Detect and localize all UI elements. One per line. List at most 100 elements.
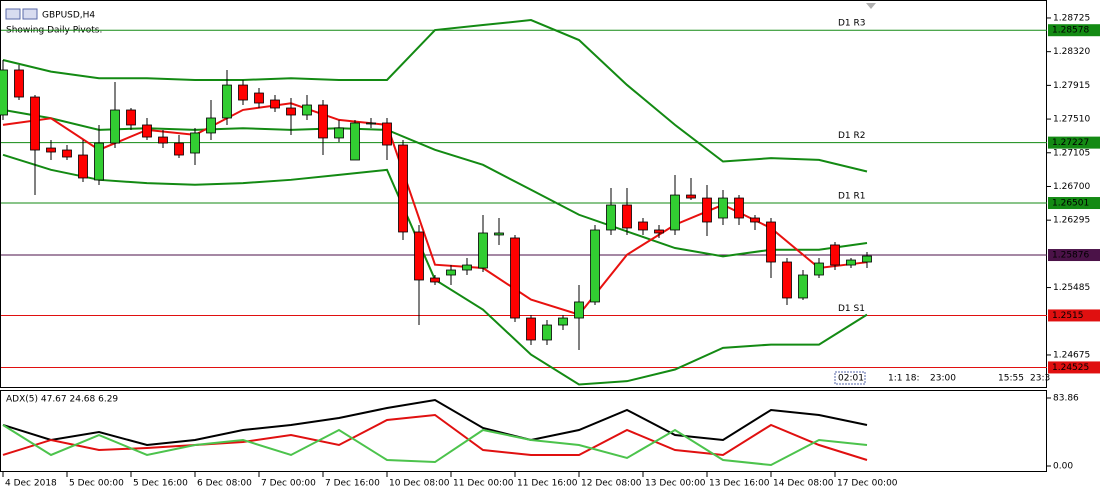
x-tick-label: 11 Dec 00:00 — [453, 479, 514, 489]
y-tick-label: 1.27915 — [1053, 81, 1090, 91]
y-tick-label: 1.24675 — [1053, 350, 1090, 360]
candle-body — [0, 69, 8, 116]
candle-body — [654, 229, 664, 234]
candle-body — [638, 221, 648, 231]
x-tick-label: 14 Dec 08:00 — [773, 479, 834, 489]
icon — [5, 8, 21, 20]
candle-body — [126, 109, 136, 126]
x-tick-label: 13 Dec 00:00 — [645, 479, 706, 489]
x-tick-label: 7 Dec 16:00 — [325, 479, 380, 489]
price-box-label: 1.24525 — [1052, 363, 1089, 373]
time-box — [834, 371, 866, 385]
candle-body — [350, 122, 360, 161]
indicator-line — [2, 413, 868, 461]
candle-body — [30, 96, 40, 151]
candle-body — [158, 136, 168, 144]
time-label: 02:01 — [838, 374, 864, 384]
candle-body — [222, 84, 232, 119]
candle-body — [766, 221, 776, 263]
indicator-panel-frame — [0, 390, 1047, 472]
candle-body — [798, 274, 808, 299]
candle-body — [334, 127, 344, 139]
price-box — [1048, 249, 1100, 262]
x-tick-label: 5 Dec 16:00 — [133, 479, 188, 489]
candle-body — [302, 104, 312, 116]
candle-body — [398, 144, 408, 233]
candle-body — [782, 261, 792, 299]
x-tick-label: 12 Dec 08:00 — [581, 479, 642, 489]
candle-body — [270, 99, 280, 109]
candle-body — [478, 232, 488, 269]
price-box-label: 1.28578 — [1052, 26, 1089, 36]
time-label: 15:55 — [998, 374, 1024, 384]
candle-body — [414, 231, 424, 281]
candle-body — [174, 142, 184, 156]
candle-body — [190, 132, 200, 154]
price-box — [1048, 136, 1100, 149]
y-tick-label: 1.25485 — [1053, 283, 1090, 293]
x-tick-label: 10 Dec 08:00 — [389, 479, 450, 489]
price-box — [1048, 309, 1100, 322]
candle-body — [286, 107, 296, 116]
x-tick-label: 5 Dec 00:00 — [69, 479, 124, 489]
candle-body — [110, 109, 120, 144]
price-box — [1048, 361, 1100, 374]
candle-body — [62, 149, 72, 158]
candle-body — [94, 142, 104, 181]
candle-body — [558, 317, 568, 326]
price-box-label: 1.27227 — [1052, 138, 1089, 148]
y-tick-label: 1.28320 — [1053, 47, 1090, 57]
indicator-title: ADX(5) 47.67 24.68 6.29 — [6, 395, 118, 405]
candle-body — [702, 197, 712, 223]
y-tick-label: 1.26295 — [1053, 216, 1090, 226]
price-box — [1048, 24, 1100, 37]
indicator-line — [2, 398, 868, 447]
pivot-label: D1 R1 — [838, 192, 866, 202]
x-tick-label: 4 Dec 2018 — [5, 479, 57, 489]
price-box-label: 1.25876 — [1052, 251, 1089, 261]
candle-body — [78, 154, 88, 179]
candle-body — [862, 255, 872, 263]
candle-body — [238, 84, 248, 101]
price-box — [1048, 197, 1100, 210]
x-tick-label: 7 Dec 00:00 — [261, 479, 316, 489]
candle-body — [446, 269, 456, 276]
y-tick-label: 1.27510 — [1053, 115, 1090, 125]
chart-title: GBPUSD,H4 — [42, 11, 95, 21]
time-label: 1:1 — [888, 374, 902, 384]
y-tick-label: 1.27105 — [1053, 148, 1090, 158]
candle-body — [366, 122, 376, 125]
candle-body — [46, 147, 56, 153]
icon — [22, 8, 38, 20]
candle-body — [750, 217, 760, 223]
candle-body — [606, 204, 616, 231]
y-tick-label: 1.26700 — [1053, 182, 1090, 192]
indicator-line — [2, 424, 868, 467]
candle-body — [846, 259, 856, 266]
pivot-label: D1 S1 — [838, 304, 865, 314]
price-box-label: 1.26501 — [1052, 199, 1089, 209]
indicator-line — [2, 19, 868, 173]
x-tick-label: 17 Dec 00:00 — [837, 479, 898, 489]
candle-body — [718, 197, 728, 219]
candle-body — [382, 122, 392, 146]
candle-body — [510, 237, 520, 319]
candle-body — [734, 197, 744, 219]
candle-body — [206, 117, 216, 134]
x-tick-label: 6 Dec 08:00 — [197, 479, 252, 489]
candle-body — [526, 317, 536, 341]
candle-body — [14, 69, 24, 98]
x-tick-label: 13 Dec 16:00 — [709, 479, 770, 489]
candle-body — [254, 92, 264, 104]
candle-body — [590, 229, 600, 303]
pivot-label: D1 R3 — [838, 19, 866, 29]
candle-body — [814, 262, 824, 276]
candle-body — [574, 301, 584, 319]
candle-body — [622, 204, 632, 229]
candle-body — [670, 194, 680, 231]
symbol-icon — [5, 8, 38, 20]
y-tick-label: 83.86 — [1053, 394, 1079, 404]
candle-body — [430, 277, 440, 283]
